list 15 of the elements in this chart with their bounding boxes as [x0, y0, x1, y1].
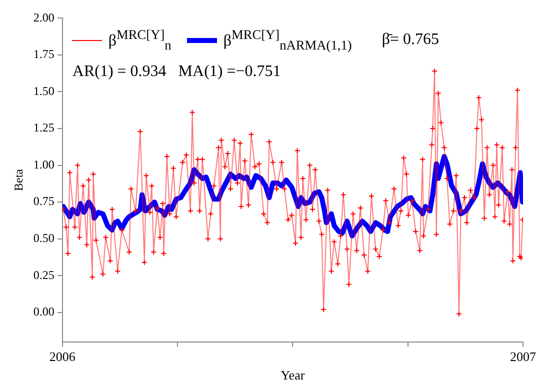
x-tick-label: 2006: [49, 349, 76, 364]
annotation: β̄= 0.765: [382, 30, 439, 50]
x-tick-label: 2007: [510, 349, 536, 364]
y-tick-label: 1.50: [33, 84, 54, 98]
y-tick-label: 1.00: [33, 157, 54, 172]
y-tick-label: 1.75: [33, 47, 54, 62]
x-axis-title: Year: [280, 368, 306, 383]
y-tick-label: 2.00: [33, 10, 54, 24]
y-axis-title: Beta: [11, 168, 26, 191]
y-tick-label: 1.25: [33, 120, 54, 135]
y-tick-label: 0.50: [33, 230, 54, 245]
y-tick-label: 0.00: [33, 304, 54, 319]
y-tick-label: 0.25: [33, 268, 54, 282]
annotation: AR(1) = 0.934 MA(1) =−0.751: [72, 62, 282, 82]
y-tick-label: 0.75: [33, 194, 54, 208]
